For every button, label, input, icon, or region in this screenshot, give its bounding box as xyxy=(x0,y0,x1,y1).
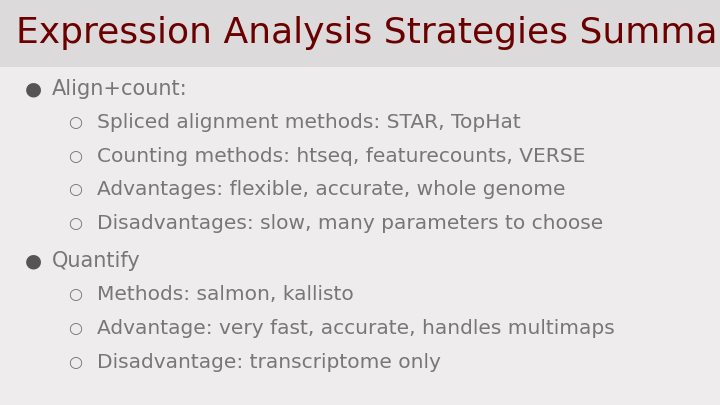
Text: ○: ○ xyxy=(68,149,82,164)
Text: Advantages: flexible, accurate, whole genome: Advantages: flexible, accurate, whole ge… xyxy=(97,181,566,199)
Text: Quantify: Quantify xyxy=(52,251,140,271)
Text: Advantage: very fast, accurate, handles multimaps: Advantage: very fast, accurate, handles … xyxy=(97,319,615,338)
Text: ●: ● xyxy=(25,80,42,98)
Text: ○: ○ xyxy=(68,354,82,370)
Text: ○: ○ xyxy=(68,287,82,303)
Text: Counting methods: htseq, featurecounts, VERSE: Counting methods: htseq, featurecounts, … xyxy=(97,147,585,166)
Text: Expression Analysis Strategies Summary: Expression Analysis Strategies Summary xyxy=(16,17,720,50)
Bar xyxy=(0,0,720,67)
Text: ●: ● xyxy=(25,252,42,271)
Text: ○: ○ xyxy=(68,321,82,336)
Text: Disadvantage: transcriptome only: Disadvantage: transcriptome only xyxy=(97,353,441,371)
Text: ○: ○ xyxy=(68,182,82,198)
Text: Align+count:: Align+count: xyxy=(52,79,187,99)
Text: Methods: salmon, kallisto: Methods: salmon, kallisto xyxy=(97,286,354,304)
Text: Spliced alignment methods: STAR, TopHat: Spliced alignment methods: STAR, TopHat xyxy=(97,113,521,132)
Text: Disadvantages: slow, many parameters to choose: Disadvantages: slow, many parameters to … xyxy=(97,214,603,233)
Text: ○: ○ xyxy=(68,115,82,130)
Text: ○: ○ xyxy=(68,216,82,231)
